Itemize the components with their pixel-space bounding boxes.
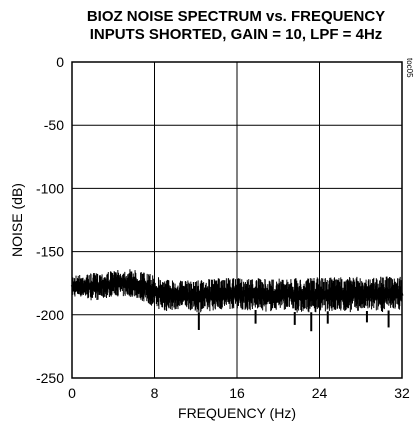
chart-title: BIOZ NOISE SPECTRUM vs. FREQUENCY	[87, 8, 385, 25]
x-tick-label: 16	[229, 385, 245, 401]
y-tick-label: -200	[36, 307, 64, 323]
plot-frame	[71, 61, 403, 379]
x-tick-label: 0	[68, 385, 76, 401]
chart-subtitle: INPUTS SHORTED, GAIN = 10, LPF = 4Hz	[90, 26, 383, 43]
figure-code: toc05	[405, 58, 414, 78]
x-tick-label: 8	[151, 385, 159, 401]
noise-trace	[70, 269, 404, 332]
y-tick-label: -50	[44, 117, 64, 133]
y-tick-label: -100	[36, 180, 64, 196]
noise-core	[70, 275, 404, 304]
x-tick-label: 24	[312, 385, 328, 401]
y-tick-label: -250	[36, 370, 64, 386]
grid	[72, 62, 402, 378]
y-axis-label: NOISE (dB)	[9, 183, 25, 257]
x-axis-label: FREQUENCY (Hz)	[178, 405, 296, 421]
x-tick-label: 32	[394, 385, 410, 401]
x-tick-labels: 0 8 16 24 32	[68, 385, 410, 401]
y-tick-label: 0	[56, 54, 64, 70]
y-tick-labels: 0 -50 -100 -150 -200 -250	[36, 54, 64, 386]
y-tick-label: -150	[36, 244, 64, 260]
